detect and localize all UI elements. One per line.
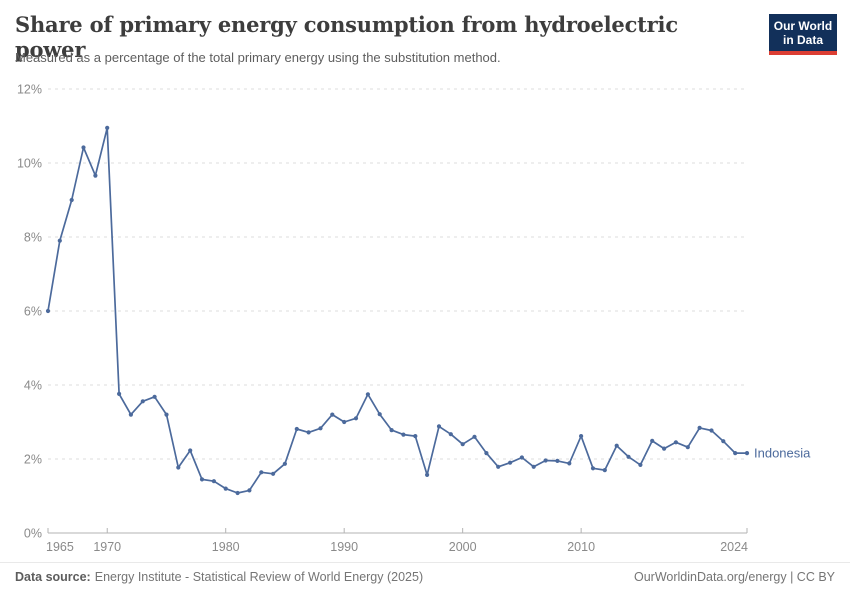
page-subtitle: Measured as a percentage of the total pr… — [15, 50, 501, 65]
data-point[interactable] — [152, 394, 157, 399]
data-point[interactable] — [543, 458, 548, 463]
data-point[interactable] — [247, 488, 252, 493]
license-link[interactable]: OurWorldinData.org/energy | CC BY — [633, 570, 835, 584]
data-point[interactable] — [626, 454, 631, 459]
data-point[interactable] — [484, 451, 489, 456]
data-point[interactable] — [57, 238, 62, 243]
data-point[interactable] — [128, 412, 133, 417]
data-point[interactable] — [579, 434, 584, 439]
data-point[interactable] — [614, 443, 619, 448]
data-point[interactable] — [81, 145, 86, 150]
y-axis-tick-label: 12% — [17, 83, 42, 97]
y-axis-tick-label: 6% — [24, 305, 42, 319]
data-point[interactable] — [413, 434, 418, 439]
data-point[interactable] — [164, 412, 169, 417]
data-point[interactable] — [176, 465, 181, 470]
data-point[interactable] — [211, 479, 216, 484]
data-point[interactable] — [93, 173, 98, 178]
data-point[interactable] — [365, 392, 370, 397]
data-point[interactable] — [223, 486, 228, 491]
data-point[interactable] — [235, 490, 240, 496]
data-point[interactable] — [45, 308, 51, 314]
data-point[interactable] — [650, 438, 655, 443]
data-point[interactable] — [697, 425, 702, 430]
data-point[interactable] — [519, 455, 525, 460]
data-point[interactable] — [259, 470, 264, 475]
data-point[interactable] — [318, 426, 323, 431]
data-point[interactable] — [306, 430, 311, 435]
page-title: Share of primary energy consumption from… — [15, 12, 678, 62]
data-source-label: Data source: — [15, 570, 91, 584]
data-point[interactable] — [401, 432, 406, 437]
y-axis-tick-label: 4% — [24, 379, 42, 393]
data-point[interactable] — [496, 464, 501, 469]
data-point[interactable] — [721, 439, 726, 444]
data-point[interactable] — [294, 426, 299, 432]
data-point[interactable] — [638, 462, 643, 467]
data-point[interactable] — [436, 424, 442, 429]
data-point[interactable] — [709, 428, 714, 433]
owid-logo[interactable]: Our World in Data — [769, 14, 837, 55]
data-point[interactable] — [590, 466, 596, 471]
data-point[interactable] — [460, 442, 465, 447]
data-point[interactable] — [342, 419, 347, 425]
x-axis-tick-label: 2000 — [449, 540, 477, 554]
data-point[interactable] — [508, 460, 513, 465]
y-axis-tick-label: 10% — [17, 157, 42, 171]
data-point[interactable] — [555, 458, 560, 463]
data-source: Data source: Energy Institute - Statistic… — [15, 570, 423, 584]
data-point[interactable] — [733, 451, 738, 456]
data-point[interactable] — [353, 416, 359, 421]
owid-logo-line1: Our World — [773, 19, 833, 33]
x-axis-tick-label: 1980 — [212, 540, 240, 554]
x-axis-tick-label: 2010 — [567, 540, 595, 554]
data-point[interactable] — [188, 448, 193, 453]
x-axis-tick-label: 2024 — [720, 540, 748, 554]
data-point[interactable] — [140, 399, 145, 404]
indonesia-line[interactable] — [47, 127, 748, 494]
data-points[interactable] — [45, 125, 750, 496]
data-point[interactable] — [472, 434, 477, 439]
data-point[interactable] — [685, 445, 690, 450]
data-point[interactable] — [744, 451, 750, 456]
data-source-text: Energy Institute - Statistical Review of… — [94, 570, 424, 584]
data-point[interactable] — [448, 432, 453, 437]
series-label[interactable]: Indonesia — [754, 446, 811, 461]
data-point[interactable] — [282, 461, 287, 466]
data-point[interactable] — [377, 412, 382, 417]
gridlines: 0% 2% 4% 6% 8% 10% 12% — [17, 83, 747, 541]
data-point[interactable] — [105, 125, 110, 130]
data-point[interactable] — [69, 197, 74, 203]
chart-footer: Data source: Energy Institute - Statistic… — [0, 562, 850, 584]
x-axis: 1965 1970 1980 1990 2000 2010 2024 — [46, 528, 748, 554]
data-point[interactable] — [199, 477, 205, 482]
data-point[interactable] — [662, 446, 667, 451]
x-axis-tick-label: 1965 — [46, 540, 74, 554]
y-axis-tick-label: 8% — [24, 231, 42, 245]
data-point[interactable] — [271, 471, 276, 476]
data-point[interactable] — [531, 464, 536, 469]
y-axis-tick-label: 0% — [24, 527, 42, 541]
owid-logo-line2: in Data — [782, 33, 823, 47]
x-axis-tick-label: 1970 — [93, 540, 121, 554]
data-point[interactable] — [602, 468, 607, 473]
data-point[interactable] — [673, 440, 679, 445]
data-point[interactable] — [425, 472, 430, 477]
y-axis-tick-label: 2% — [24, 453, 42, 467]
data-point[interactable] — [389, 428, 394, 433]
data-point[interactable] — [117, 391, 122, 396]
data-point[interactable] — [330, 412, 335, 417]
x-axis-tick-label: 1990 — [330, 540, 358, 554]
data-point[interactable] — [567, 461, 572, 466]
